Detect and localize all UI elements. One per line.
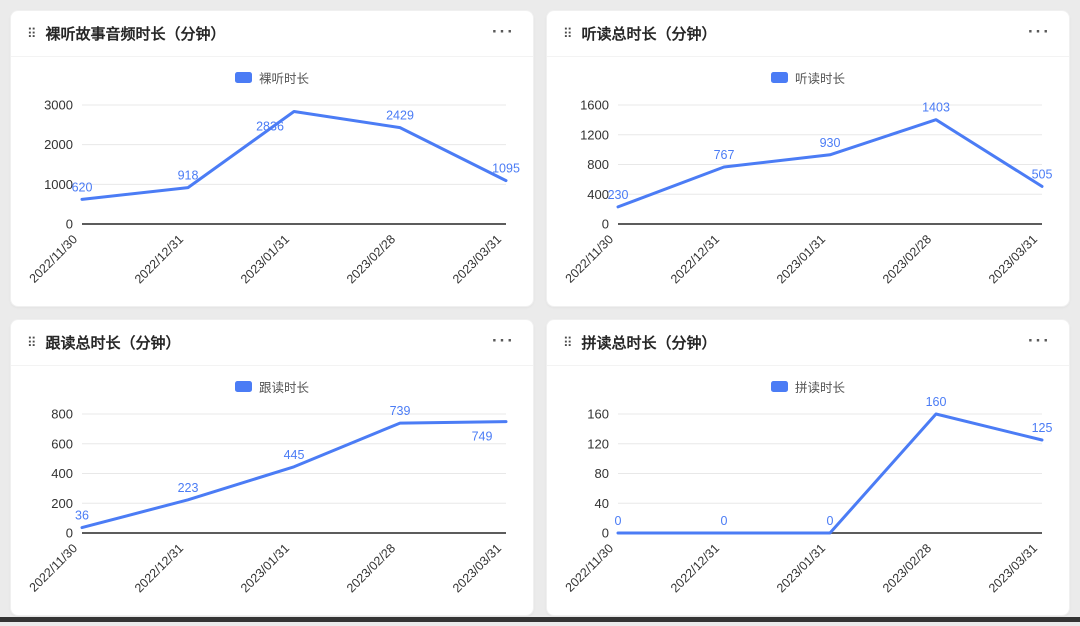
svg-text:2023/01/31: 2023/01/31 [774,232,828,286]
svg-text:2000: 2000 [44,137,73,152]
more-menu-icon[interactable]: ··· [1028,331,1051,350]
chart-card-follow-read: ⠿ 跟读总时长（分钟） ··· 跟读时长 0 200 400 600 800 2022/1… [10,319,534,616]
svg-text:749: 749 [472,430,493,444]
svg-text:400: 400 [51,466,73,481]
chart-card-spell-read: ⠿ 拼读总时长（分钟） ··· 拼读时长 0 40 80 120 160 2022/11/… [546,319,1070,616]
bottom-window-edge [0,617,1080,622]
svg-text:230: 230 [608,188,629,202]
svg-text:200: 200 [51,496,73,511]
legend-label: 跟读时长 [258,380,309,395]
more-menu-icon[interactable]: ··· [492,22,515,41]
chart-legend[interactable]: 拼读时长 [547,378,1069,395]
card-header: ⠿ 跟读总时长（分钟） ··· [11,320,533,366]
card-header: ⠿ 裸听故事音频时长（分钟） ··· [11,11,533,57]
svg-text:400: 400 [587,187,609,202]
svg-text:1403: 1403 [922,101,950,115]
svg-text:2022/12/31: 2022/12/31 [668,232,722,286]
chart-card-naked-listen: ⠿ 裸听故事音频时长（分钟） ··· 裸听时长 0 1000 2000 3000 202… [10,10,534,307]
svg-text:2022/11/30: 2022/11/30 [27,232,81,286]
svg-text:2023/03/31: 2023/03/31 [986,541,1040,595]
line-chart: 0 200 400 600 800 2022/11/30 2022/12/31 2023/01… [27,404,508,595]
svg-text:0: 0 [66,217,73,232]
svg-text:223: 223 [178,481,199,495]
svg-text:1095: 1095 [492,162,520,176]
legend-swatch [770,380,788,392]
drag-handle-icon[interactable]: ⠿ [563,26,573,41]
svg-text:918: 918 [178,169,199,183]
card-title: 拼读总时长（分钟） [581,335,717,352]
svg-text:2023/01/31: 2023/01/31 [238,541,292,595]
svg-text:36: 36 [75,509,89,523]
svg-text:160: 160 [926,396,947,409]
chart-legend[interactable]: 裸听时长 [11,69,533,86]
svg-text:2022/12/31: 2022/12/31 [132,541,186,595]
svg-text:0: 0 [615,514,622,528]
svg-text:0: 0 [66,526,73,541]
svg-text:739: 739 [390,404,411,418]
svg-text:2836: 2836 [256,120,284,134]
svg-text:40: 40 [595,496,609,511]
svg-text:2022/12/31: 2022/12/31 [668,541,722,595]
svg-text:2023/03/31: 2023/03/31 [986,232,1040,286]
svg-text:2023/03/31: 2023/03/31 [450,232,504,286]
svg-text:2022/11/30: 2022/11/30 [563,232,617,286]
svg-text:2023/02/28: 2023/02/28 [344,541,398,595]
card-header: ⠿ 听读总时长（分钟） ··· [547,11,1069,57]
svg-text:2023/03/31: 2023/03/31 [450,541,504,595]
svg-text:2023/02/28: 2023/02/28 [344,232,398,286]
svg-text:445: 445 [284,448,305,462]
svg-text:505: 505 [1032,167,1053,181]
more-menu-icon[interactable]: ··· [492,331,515,350]
line-chart: 0 40 80 120 160 2022/11/30 2022/12/31 2023/01/3… [563,396,1053,595]
drag-handle-icon[interactable]: ⠿ [27,26,37,41]
legend-swatch [234,380,252,392]
svg-text:2023/02/28: 2023/02/28 [880,232,934,286]
svg-text:2023/01/31: 2023/01/31 [238,232,292,286]
svg-text:160: 160 [587,407,609,422]
svg-text:2023/01/31: 2023/01/31 [774,541,828,595]
svg-text:0: 0 [602,526,609,541]
svg-text:1600: 1600 [580,98,609,113]
svg-text:2429: 2429 [386,109,414,123]
card-title: 听读总时长（分钟） [581,26,717,43]
svg-text:0: 0 [721,514,728,528]
legend-swatch [234,71,252,83]
svg-text:800: 800 [587,157,609,172]
svg-text:125: 125 [1032,421,1053,435]
chart-card-listen-read: ⠿ 听读总时长（分钟） ··· 听读时长 0 400 800 1200 1600 2022… [546,10,1070,307]
legend-swatch [770,71,788,83]
card-title: 跟读总时长（分钟） [45,335,181,352]
line-chart: 0 400 800 1200 1600 2022/11/30 2022/12/31 2023/… [563,98,1053,287]
svg-text:2022/11/30: 2022/11/30 [563,541,617,595]
more-menu-icon[interactable]: ··· [1028,22,1051,41]
legend-label: 拼读时长 [794,380,845,395]
svg-text:930: 930 [820,136,841,150]
drag-handle-icon[interactable]: ⠿ [27,335,37,350]
svg-text:767: 767 [714,148,735,162]
chart-legend[interactable]: 听读时长 [547,69,1069,86]
svg-text:0: 0 [602,217,609,232]
svg-text:2022/11/30: 2022/11/30 [27,541,81,595]
svg-text:120: 120 [587,436,609,451]
svg-text:2023/02/28: 2023/02/28 [880,541,934,595]
svg-text:600: 600 [51,436,73,451]
line-chart: 0 1000 2000 3000 2022/11/30 2022/12/31 2023/01… [27,98,520,287]
svg-text:1000: 1000 [44,177,73,192]
svg-text:0: 0 [827,514,834,528]
chart-legend[interactable]: 跟读时长 [11,378,533,395]
svg-text:2022/12/31: 2022/12/31 [132,232,186,286]
drag-handle-icon[interactable]: ⠿ [563,335,573,350]
legend-label: 听读时长 [794,71,845,86]
svg-text:800: 800 [51,407,73,422]
card-header: ⠿ 拼读总时长（分钟） ··· [547,320,1069,366]
legend-label: 裸听时长 [258,71,309,86]
card-title: 裸听故事音频时长（分钟） [45,26,226,43]
svg-text:620: 620 [72,180,93,194]
svg-text:3000: 3000 [44,98,73,113]
svg-text:80: 80 [595,466,609,481]
svg-text:1200: 1200 [580,127,609,142]
